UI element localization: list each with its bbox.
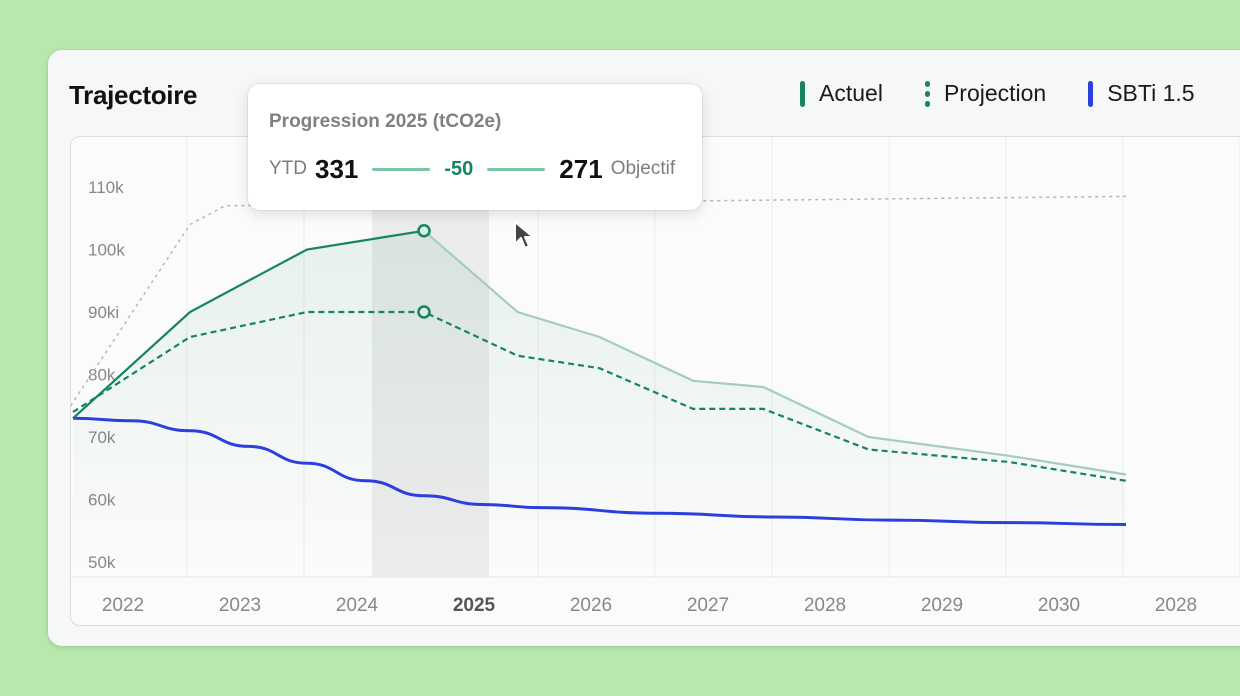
connector-line <box>372 167 431 171</box>
legend-label-actuel: Actuel <box>819 80 883 106</box>
legend-item-actuel[interactable]: Actuel <box>800 80 883 107</box>
legend-item-projection[interactable]: Projection <box>924 80 1047 107</box>
x-tick-label: 2030 <box>1038 595 1080 616</box>
ytd-label: YTD <box>269 158 307 179</box>
tooltip-row: YTD 331 -50 271 Objectif <box>269 152 675 186</box>
plot-area[interactable]: 110k100k90ki80k70k60k50k2022202320242025… <box>70 136 1240 626</box>
series-line-actual <box>72 229 425 420</box>
x-tick-label: 2027 <box>687 595 729 616</box>
x-tick-label: 2022 <box>102 595 144 616</box>
mouse-pointer-icon <box>514 221 534 249</box>
series-line-actual-future <box>423 229 1127 476</box>
actual-area-fill <box>73 230 1126 577</box>
x-tick-label: 2025 <box>453 595 496 616</box>
tooltip-title: Progression 2025 (tCO2e) <box>269 111 502 132</box>
x-tick-label: 2028 <box>804 595 846 616</box>
blue-line-swatch-icon <box>1088 80 1094 107</box>
y-tick-label: 110k <box>88 178 124 197</box>
series-line-projection <box>72 310 1127 482</box>
line-chart[interactable]: 110k100k90ki80k70k60k50k2022202320242025… <box>71 137 1240 625</box>
chart-title: Trajectoire <box>69 80 198 110</box>
y-tick-label: 100k <box>88 241 125 260</box>
actual-point-marker <box>417 224 431 238</box>
connector-line <box>487 167 546 171</box>
projection-point-marker <box>417 305 431 319</box>
legend-label-sbti: SBTi 1.5 <box>1107 80 1195 106</box>
dotted-line-swatch-icon <box>924 80 930 107</box>
x-tick-label: 2026 <box>570 595 612 616</box>
target-label: Objectif <box>610 158 676 179</box>
delta-value: -50 <box>444 157 474 180</box>
legend-label-projection: Projection <box>943 80 1047 106</box>
solid-line-swatch-icon <box>800 80 805 107</box>
progress-tooltip: Progression 2025 (tCO2e) YTD 331 -50 271… <box>248 84 702 210</box>
chart-legend: Actuel Projection SBTi 1.5 <box>800 80 1195 107</box>
y-tick-label: 90ki <box>88 303 119 322</box>
x-tick-label: 2029 <box>921 595 963 616</box>
target-value: 271 <box>559 153 603 184</box>
x-tick-label: 2023 <box>219 595 261 616</box>
x-tick-label: 2024 <box>336 595 379 616</box>
series-line-sbti <box>72 416 1127 526</box>
x-tick-label: 2028 <box>1155 595 1197 616</box>
ytd-value: 331 <box>315 153 359 184</box>
legend-item-sbti[interactable]: SBTi 1.5 <box>1088 80 1195 107</box>
